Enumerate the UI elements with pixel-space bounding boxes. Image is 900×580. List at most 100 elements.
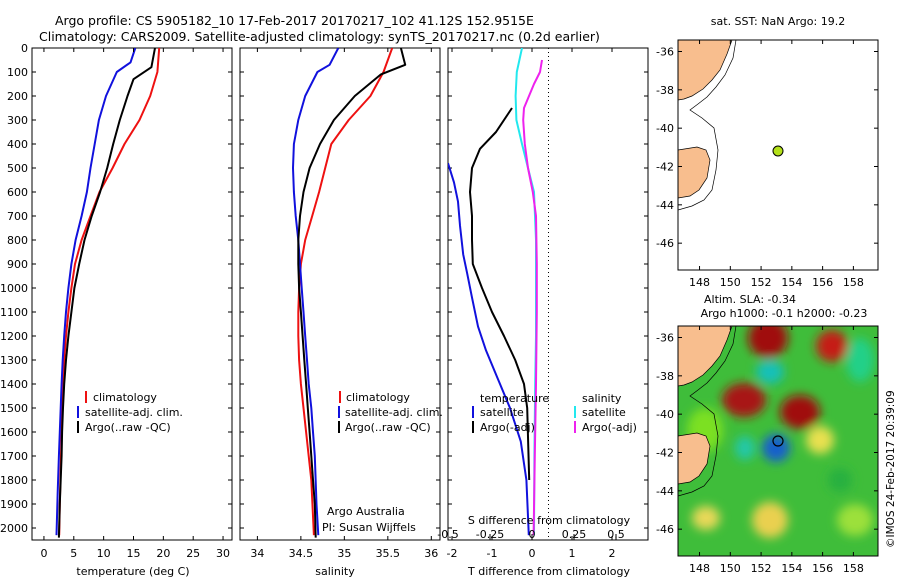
x-tick-label: 2 xyxy=(609,547,616,560)
title-line-2: Climatology: CARS2009. Satellite-adjuste… xyxy=(39,29,600,44)
land-tasmania xyxy=(678,432,711,485)
sla-anomaly xyxy=(722,383,766,417)
x-tick-label: 1 xyxy=(569,547,576,560)
lat-tick-label: -36 xyxy=(656,332,674,345)
temperature-series xyxy=(55,48,161,538)
lon-tick-label: 158 xyxy=(843,276,864,289)
sst-map: 148 150 152 154 156 158 -36 -38 -40 -42 -44 -46 xyxy=(656,39,879,289)
lon-tick-label: 150 xyxy=(720,562,741,575)
depth-tick-label: 800 xyxy=(7,234,28,247)
lat-tick-label: -40 xyxy=(656,122,674,135)
series-satellite-adj-clim- xyxy=(292,48,340,536)
x-tick-label: 35 xyxy=(337,547,351,560)
lat-tick-label: -38 xyxy=(656,84,674,97)
depth-axis: 0 100 200 300 400 500 600 700 800 900 1000 1100 1200… xyxy=(0,42,648,535)
lon-tick-label: 148 xyxy=(689,276,710,289)
lat-tick-label: -44 xyxy=(656,485,674,498)
legend-label-satellite: satellite-adj. clim. xyxy=(345,406,443,419)
sst-map-axes: 148 150 152 154 156 158 -36 -38 -40 -42 -44 -46 xyxy=(656,40,878,289)
sst-map-title: sat. SST: NaN Argo: 19.2 xyxy=(711,15,845,28)
legend-label-t-satellite: satellite xyxy=(480,406,524,419)
legend-label-argo: Argo(..raw -QC) xyxy=(85,421,171,434)
depth-tick-label: 1100 xyxy=(0,306,28,319)
sla-anomaly xyxy=(828,468,852,492)
lat-tick-label: -38 xyxy=(656,370,674,383)
legend-label-satellite: satellite-adj. clim. xyxy=(85,406,183,419)
depth-tick-label: 900 xyxy=(7,258,28,271)
land-mainland xyxy=(678,326,733,387)
depth-tick-label: 700 xyxy=(7,210,28,223)
salinity-legend: climatology satellite-adj. clim. Argo(..… xyxy=(322,391,443,534)
credit-argo-australia: Argo Australia xyxy=(327,505,405,518)
title-line-1: Argo profile: CS 5905182_10 17-Feb-2017 … xyxy=(55,13,534,28)
lon-tick-label: 152 xyxy=(751,276,772,289)
lat-tick-label: -46 xyxy=(656,237,674,250)
sla-anomaly xyxy=(748,326,788,358)
lat-tick-label: -36 xyxy=(656,46,674,59)
shelf-contour xyxy=(678,326,737,497)
temperature-panel-frame xyxy=(31,47,233,541)
lon-tick-label: 156 xyxy=(812,276,833,289)
temperature-x-axis: 0 5 10 15 20 25 30 xyxy=(40,48,230,560)
float-position-marker xyxy=(772,145,784,157)
x-tick-label: 15 xyxy=(126,547,140,560)
sla-anomaly xyxy=(752,502,788,538)
sla-anomaly xyxy=(735,436,755,460)
lon-tick-label: 154 xyxy=(781,562,802,575)
lon-tick-label: 148 xyxy=(689,562,710,575)
difference-legend: temperature salinity satellite Argo(-adj… xyxy=(472,392,637,434)
legend-label-s-satellite: satellite xyxy=(582,406,626,419)
depth-tick-label: 100 xyxy=(7,66,28,79)
sla-map-title-2: Argo h1000: -0.1 h2000: -0.23 xyxy=(701,307,868,320)
legend-title-temperature: temperature xyxy=(480,392,549,405)
sla-anomaly xyxy=(692,506,720,530)
x-tick-label: 34 xyxy=(250,547,264,560)
x-tick-label: -2 xyxy=(447,547,458,560)
depth-tick-label: 1800 xyxy=(0,474,28,487)
lat-tick-label: -40 xyxy=(656,408,674,421)
legend-label-argo: Argo(..raw -QC) xyxy=(345,421,431,434)
sla-map-axes: 148 150 152 154 156 158 -36 -38 -40 -42 -44 -46 xyxy=(656,326,878,575)
s-tick-label: -0.25 xyxy=(476,528,504,541)
series-satellite-adj-clim- xyxy=(55,48,137,536)
depth-tick-label: 500 xyxy=(7,162,28,175)
land-tasmania xyxy=(678,146,711,199)
lat-tick-label: -42 xyxy=(656,447,674,460)
depth-tick-label: 1300 xyxy=(0,354,28,367)
sla-map: 148 150 152 154 156 158 -36 -38 -40 -42 -44 -46 xyxy=(656,325,879,575)
depth-tick-label: 0 xyxy=(21,42,28,55)
x-tick-label: 35.5 xyxy=(376,547,401,560)
lon-tick-label: 150 xyxy=(720,276,741,289)
s-tick-label: -0.5 xyxy=(437,528,458,541)
sla-anomaly xyxy=(806,426,834,454)
series-temperature-satellite xyxy=(448,162,530,536)
salinity-series xyxy=(292,48,407,538)
x-tick-label: 30 xyxy=(216,547,230,560)
s-tick-label: 0.25 xyxy=(562,528,587,541)
x-tick-label: 0 xyxy=(529,547,536,560)
lat-tick-label: -42 xyxy=(656,161,674,174)
x-tick-label: 5 xyxy=(70,547,77,560)
x-tick-label: 20 xyxy=(156,547,170,560)
depth-tick-label: 200 xyxy=(7,90,28,103)
legend-label-climatology: climatology xyxy=(93,391,157,404)
depth-tick-label: 1500 xyxy=(0,402,28,415)
sla-anomaly xyxy=(816,330,848,362)
x-tick-label: 10 xyxy=(97,547,111,560)
depth-tick-label: 1400 xyxy=(0,378,28,391)
x-tick-label: -1 xyxy=(487,547,498,560)
difference-x-axis: -2 -1 0 1 2 -0.5 -0.25 0 0.25 0.5 xyxy=(437,48,625,560)
depth-tick-label: 1900 xyxy=(0,498,28,511)
salinity-xlabel: salinity xyxy=(315,565,355,578)
sla-map-title-1: Altim. SLA: -0.34 xyxy=(704,293,796,306)
shelf-contour xyxy=(678,40,737,211)
sla-anomaly xyxy=(762,434,790,462)
x-tick-label: 36 xyxy=(424,547,438,560)
legend-label-s-argo: Argo(-adj) xyxy=(582,421,637,434)
lon-tick-label: 154 xyxy=(781,276,802,289)
depth-tick-label: 1200 xyxy=(0,330,28,343)
lon-tick-label: 152 xyxy=(751,562,772,575)
depth-tick-label: 300 xyxy=(7,114,28,127)
lat-tick-label: -46 xyxy=(656,523,674,536)
difference-series xyxy=(448,48,543,536)
